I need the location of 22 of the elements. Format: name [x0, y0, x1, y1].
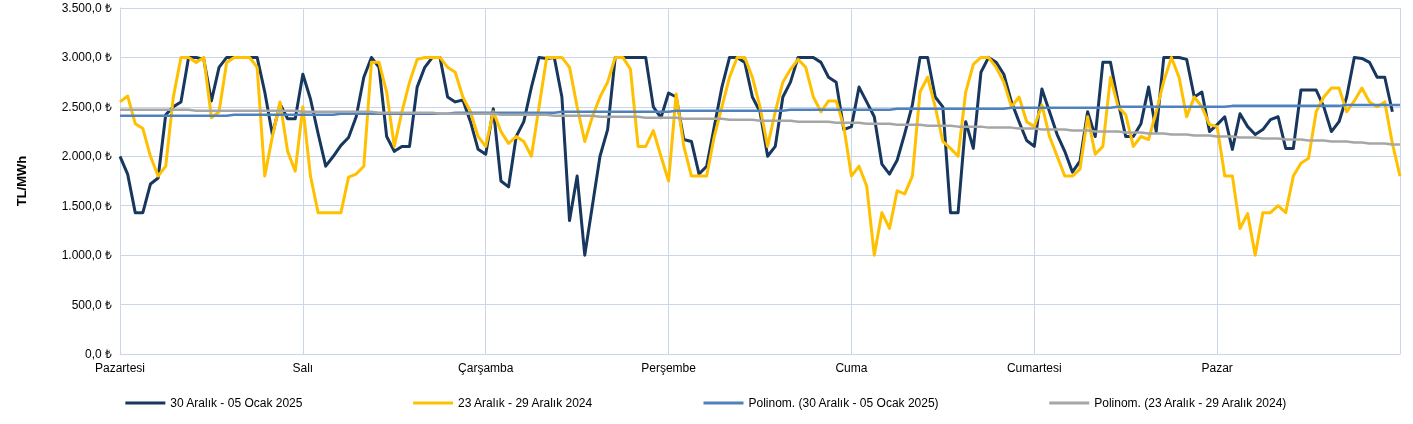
y-tick-label: 2.500,0 ₺ — [61, 99, 112, 114]
y-tick-label: 1.500,0 ₺ — [61, 198, 112, 213]
legend-label: 30 Aralık - 05 Ocak 2025 — [170, 396, 303, 410]
line-series — [118, 103, 1402, 117]
legend-label: 23 Aralık - 29 Aralık 2024 — [458, 396, 593, 410]
y-tick-label: 3.000,0 ₺ — [61, 50, 112, 65]
x-tick-label: Çarşamba — [458, 361, 514, 375]
legend-label: Polinom. (23 Aralık - 29 Aralık 2024) — [1094, 396, 1287, 410]
y-tick-label: 2.000,0 ₺ — [61, 149, 112, 164]
x-tick-label: Pazar — [1201, 361, 1233, 375]
y-tick-label: 0,0 ₺ — [84, 347, 112, 361]
y-axis-title: TL/MWh — [14, 155, 29, 207]
y-tick-label: 500,0 ₺ — [71, 297, 112, 312]
x-tick-label: Pazartesi — [94, 361, 146, 375]
line-series — [118, 108, 1402, 146]
x-tick-label: Cuma — [835, 361, 868, 375]
x-tick-label: Salı — [292, 361, 314, 375]
x-tick-label: Cumartesi — [1006, 361, 1062, 375]
x-tick-label: Perşembe — [641, 361, 697, 375]
y-tick-label: 1.000,0 ₺ — [61, 248, 112, 263]
y-tick-label: 3.500,0 ₺ — [61, 1, 112, 15]
legend-label: Polinom. (30 Aralık - 05 Ocak 2025) — [748, 396, 939, 410]
